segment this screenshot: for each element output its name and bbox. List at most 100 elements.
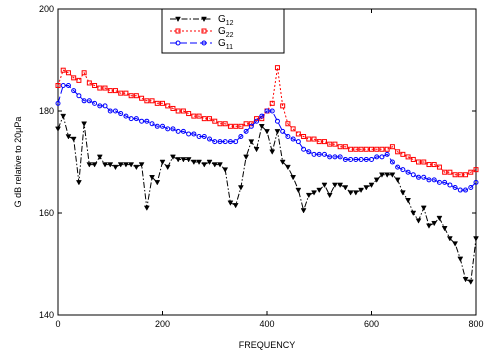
data-point-G22 <box>436 164 442 170</box>
data-point-G22 <box>154 100 160 106</box>
data-point-G12 <box>431 220 438 227</box>
legend-label-subscript: 12 <box>226 20 234 27</box>
data-point-G12 <box>295 187 302 194</box>
legend-label-subscript: 22 <box>226 32 234 39</box>
data-point-G11 <box>280 128 286 134</box>
y-tick-label: 140 <box>39 310 54 320</box>
data-point-G11 <box>306 149 312 155</box>
data-point-G22 <box>369 146 374 152</box>
data-point-G22 <box>363 146 369 152</box>
data-point-G12 <box>253 147 260 153</box>
data-point-G12 <box>170 154 176 160</box>
data-point-G11 <box>112 108 118 114</box>
data-point-G11 <box>186 131 192 137</box>
data-point-G22 <box>301 134 307 139</box>
series-line-G12 <box>57 114 477 283</box>
data-point-G12 <box>149 175 155 181</box>
data-point-G22 <box>405 154 411 160</box>
data-point-G11 <box>123 113 129 119</box>
data-point-G11 <box>76 93 82 99</box>
data-point-G12 <box>112 164 119 171</box>
data-point-G11 <box>60 83 66 88</box>
data-point-G12 <box>316 187 323 194</box>
data-point-G22 <box>426 162 432 168</box>
data-point-G11 <box>436 179 442 185</box>
data-point-G22 <box>452 172 458 178</box>
data-point-G22 <box>207 116 213 122</box>
data-point-G22 <box>212 118 218 124</box>
data-point-G11 <box>102 103 108 109</box>
data-point-G12 <box>305 192 312 199</box>
data-point-G22 <box>217 121 223 127</box>
data-point-G22 <box>175 108 181 114</box>
data-point-G22 <box>389 144 395 150</box>
data-point-G22 <box>186 111 192 117</box>
data-point-G11 <box>217 139 223 145</box>
data-point-G11 <box>92 100 98 106</box>
data-point-G11 <box>290 136 296 142</box>
data-point-G22 <box>76 77 82 83</box>
data-point-G11 <box>227 139 233 145</box>
series-G22 <box>55 65 479 178</box>
data-point-G11 <box>233 139 239 145</box>
data-point-G12 <box>217 162 223 168</box>
data-point-G11 <box>139 118 145 124</box>
data-point-G11 <box>389 159 395 165</box>
data-point-G22 <box>139 95 145 101</box>
data-point-G11 <box>97 103 103 109</box>
y-tick-label: 180 <box>39 106 54 116</box>
data-point-G22 <box>86 80 92 86</box>
data-point-G12 <box>159 159 166 166</box>
data-point-G22 <box>327 141 333 147</box>
x-tick-label: 600 <box>364 319 379 329</box>
data-point-G11 <box>311 151 317 157</box>
data-point-G11 <box>316 151 322 157</box>
data-point-G11 <box>285 134 291 139</box>
data-point-G11 <box>264 108 270 114</box>
legend-label-G22: G22 <box>218 26 234 39</box>
data-point-G12 <box>107 162 114 168</box>
data-point-G22 <box>269 100 275 106</box>
data-point-G11 <box>259 113 265 119</box>
data-point-G12 <box>75 180 82 186</box>
data-point-G11 <box>473 179 479 185</box>
data-point-G12 <box>102 162 108 168</box>
data-point-G12 <box>180 157 187 163</box>
data-point-G11 <box>81 98 87 104</box>
data-point-G12 <box>446 236 453 242</box>
data-point-G11 <box>431 177 437 183</box>
data-point-G22 <box>280 103 286 109</box>
data-point-G11 <box>442 179 448 185</box>
data-point-G22 <box>316 139 322 145</box>
data-point-G11 <box>154 123 160 129</box>
y-axis-label: G dB relative to 20μPa <box>13 117 23 208</box>
data-point-G11 <box>463 187 469 193</box>
data-point-G22 <box>191 113 197 119</box>
data-point-G22 <box>274 65 280 71</box>
data-point-G11 <box>447 182 453 188</box>
data-point-G12 <box>467 279 474 285</box>
data-point-G11 <box>327 154 333 160</box>
legend-marker-G12 <box>175 16 181 23</box>
data-point-G12 <box>405 198 411 204</box>
x-axis-label: FREQUENCY <box>239 340 296 350</box>
data-point-G22 <box>285 121 291 127</box>
data-point-G11 <box>222 139 228 145</box>
data-point-G22 <box>123 90 129 96</box>
data-point-G22 <box>358 146 364 152</box>
data-point-G22 <box>395 149 401 155</box>
data-point-G11 <box>363 156 369 162</box>
data-point-G22 <box>71 75 77 81</box>
data-point-G22 <box>353 146 359 152</box>
data-point-G22 <box>410 156 416 162</box>
data-point-G22 <box>149 98 155 104</box>
data-point-G11 <box>369 156 374 162</box>
data-point-G11 <box>379 154 385 160</box>
data-point-G12 <box>279 159 286 166</box>
data-point-G22 <box>447 169 453 175</box>
data-point-G11 <box>238 134 244 139</box>
data-point-G22 <box>165 103 171 109</box>
data-point-G22 <box>102 85 108 91</box>
data-point-G12 <box>175 157 182 163</box>
